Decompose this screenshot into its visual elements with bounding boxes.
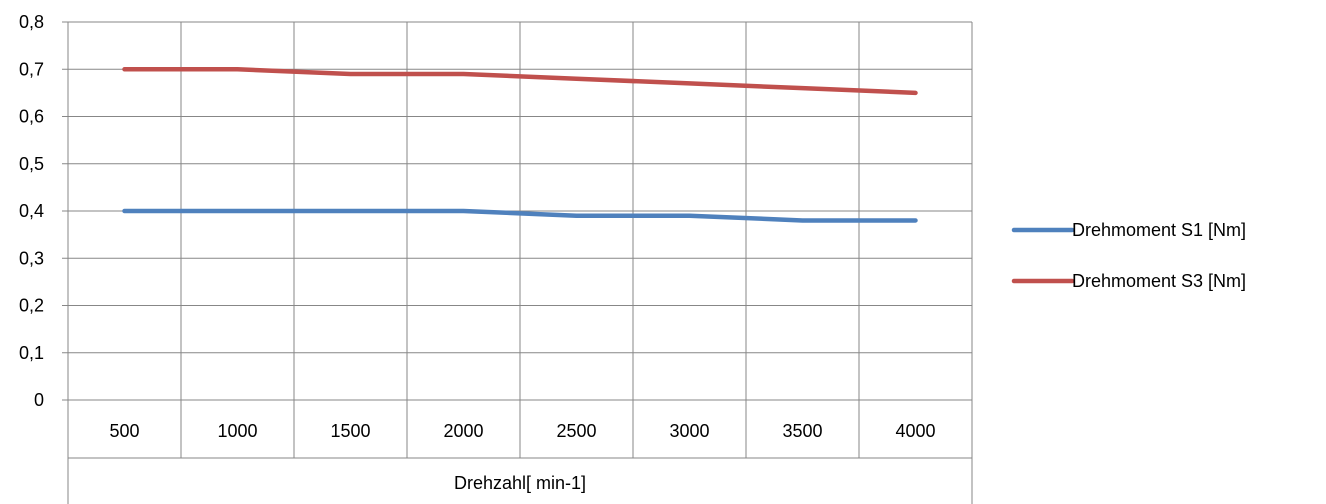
x-category-label: 500 xyxy=(109,421,139,441)
y-tick-label: 0,4 xyxy=(19,201,44,221)
y-tick-label: 0,1 xyxy=(19,343,44,363)
x-category-label: 2000 xyxy=(443,421,483,441)
y-tick-label: 0,5 xyxy=(19,154,44,174)
x-category-label: 1500 xyxy=(330,421,370,441)
axes xyxy=(62,21,972,459)
x-category-label: 4000 xyxy=(895,421,935,441)
x-category-label: 3500 xyxy=(782,421,822,441)
x-category-label: 2500 xyxy=(556,421,596,441)
gridlines xyxy=(67,21,973,504)
x-axis-title: Drehzahl[ min-1] xyxy=(454,473,586,493)
series-line xyxy=(122,208,918,223)
y-tick-label: 0,7 xyxy=(19,59,44,79)
x-category-label: 3000 xyxy=(669,421,709,441)
legend-label: Drehmoment S3 [Nm] xyxy=(1072,271,1246,291)
series-line xyxy=(122,67,918,96)
y-tick-label: 0,8 xyxy=(19,12,44,32)
y-tick-labels: 0 0,1 0,2 0,3 0,4 0,5 0,6 0,7 0,8 xyxy=(19,12,44,410)
y-tick-label: 0 xyxy=(34,390,44,410)
x-category-label: 1000 xyxy=(217,421,257,441)
y-tick-label: 0,6 xyxy=(19,107,44,127)
legend-label: Drehmoment S1 [Nm] xyxy=(1072,220,1246,240)
legend: Drehmoment S1 [Nm] Drehmoment S3 [Nm] xyxy=(1011,220,1246,291)
y-tick-label: 0,2 xyxy=(19,296,44,316)
x-category-labels: 500 1000 1500 2000 2500 3000 3500 4000 xyxy=(109,421,935,441)
series-lines xyxy=(122,67,918,223)
y-tick-label: 0,3 xyxy=(19,248,44,268)
